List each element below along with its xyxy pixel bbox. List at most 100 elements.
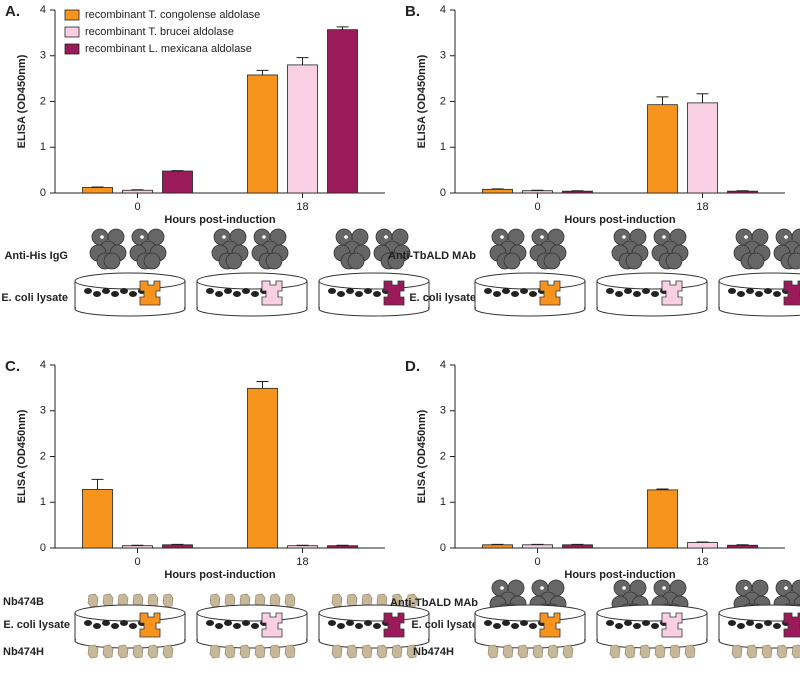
bar xyxy=(562,544,593,549)
error-bar xyxy=(91,478,104,490)
antibody-spot xyxy=(384,235,388,239)
antibody-spot xyxy=(662,586,666,590)
y-axis-title: ELISA (OD450nm) xyxy=(416,409,428,503)
lysate-particle xyxy=(215,623,223,629)
nanobody-icon xyxy=(547,644,559,659)
lysate-particle xyxy=(520,620,528,626)
error-bar xyxy=(696,93,709,103)
lysate-particle xyxy=(242,620,250,626)
aldolase-icon xyxy=(539,280,561,306)
legend-swatch xyxy=(64,26,80,38)
lysate-particle xyxy=(328,288,336,294)
lysate-particle xyxy=(346,620,354,626)
lysate-particle xyxy=(364,288,372,294)
aldolase-icon xyxy=(539,612,561,638)
error-bar xyxy=(256,69,269,75)
lysate-particle xyxy=(520,288,528,294)
y-tick-label: 4 xyxy=(440,4,446,16)
antibody-lobe xyxy=(665,252,683,270)
dish-cover xyxy=(320,631,428,641)
nanobody-icon xyxy=(239,644,251,659)
lysate-particle xyxy=(728,620,736,626)
lysate-particle xyxy=(111,291,119,297)
lysate-particle xyxy=(84,620,92,626)
annotation: E. coli lysate xyxy=(409,292,476,304)
lysate-particle xyxy=(233,623,241,629)
annotation: E. coli lysate xyxy=(411,619,478,631)
antibody-spot xyxy=(744,586,748,590)
dish-cover xyxy=(320,299,428,309)
lysate-particle xyxy=(224,288,232,294)
dish-rim xyxy=(74,604,186,622)
y-tick-label: 3 xyxy=(440,405,446,417)
lysate-particle xyxy=(737,623,745,629)
lysate-particle xyxy=(129,623,137,629)
y-tick-label: 0 xyxy=(440,542,446,554)
lysate-particle xyxy=(615,623,623,629)
bar xyxy=(327,29,358,194)
bar xyxy=(247,74,278,194)
antibody-spot xyxy=(500,235,504,239)
nanobody-icon xyxy=(209,644,221,659)
annotation: Anti-His IgG xyxy=(4,250,68,262)
bar xyxy=(162,544,193,549)
nanobody-icon xyxy=(746,644,758,659)
panel-label: A. xyxy=(5,3,20,20)
bar xyxy=(287,64,318,194)
nanobody-icon xyxy=(284,593,296,608)
antibody-lobe xyxy=(347,252,365,270)
annotation: E. coli lysate xyxy=(1,292,68,304)
aldolase-icon xyxy=(661,280,683,306)
antibody-lobe xyxy=(225,252,243,270)
bar xyxy=(727,544,758,549)
nanobody-icon xyxy=(731,644,743,659)
lysate-particle xyxy=(651,623,659,629)
nanobody-icon xyxy=(487,644,499,659)
y-tick-label: 3 xyxy=(40,405,46,417)
antibody-spot xyxy=(784,586,788,590)
bar xyxy=(687,542,718,549)
dish-rim xyxy=(474,604,586,622)
nanobody-icon xyxy=(331,644,343,659)
nanobody-icon xyxy=(669,644,681,659)
antibody-icon xyxy=(773,228,800,270)
antibody-spot xyxy=(744,235,748,239)
bar xyxy=(247,387,278,549)
antibody-spot xyxy=(622,235,626,239)
lysate-particle xyxy=(242,288,250,294)
x-tick-label: 18 xyxy=(296,201,308,213)
lysate-particle xyxy=(746,288,754,294)
lysate-particle xyxy=(633,291,641,297)
lysate-particle xyxy=(373,291,381,297)
antibody-spot xyxy=(222,235,226,239)
nanobody-icon xyxy=(162,593,174,608)
lysate-particle xyxy=(606,620,614,626)
x-tick-label: 18 xyxy=(696,556,708,568)
lysate-particle xyxy=(355,623,363,629)
x-tick-label: 0 xyxy=(134,201,140,213)
nanobody-icon xyxy=(117,644,129,659)
y-tick-label: 2 xyxy=(440,450,446,462)
y-tick-label: 0 xyxy=(40,187,46,199)
nanobody-icon xyxy=(609,644,621,659)
antibody-spot xyxy=(100,235,104,239)
lysate-particle xyxy=(102,620,110,626)
nanobody-icon xyxy=(331,593,343,608)
annotation: Anti-TbALD MAb xyxy=(388,250,476,262)
antibody-lobe xyxy=(265,252,283,270)
lysate-particle xyxy=(215,291,223,297)
nanobody-icon xyxy=(562,644,574,659)
aldolase-icon xyxy=(383,612,405,638)
lysate-particle xyxy=(633,623,641,629)
y-tick-label: 4 xyxy=(440,359,446,371)
lysate-particle xyxy=(251,291,259,297)
error-bar xyxy=(256,380,269,389)
aldolase-icon xyxy=(661,612,683,638)
annotation: Nb474B xyxy=(3,596,44,608)
nanobody-icon xyxy=(791,644,800,659)
antibody-icon xyxy=(333,228,371,270)
antibody-lobe xyxy=(503,252,521,270)
antibody-spot xyxy=(540,235,544,239)
antibody-spot xyxy=(662,235,666,239)
panel-label: B. xyxy=(405,3,420,20)
